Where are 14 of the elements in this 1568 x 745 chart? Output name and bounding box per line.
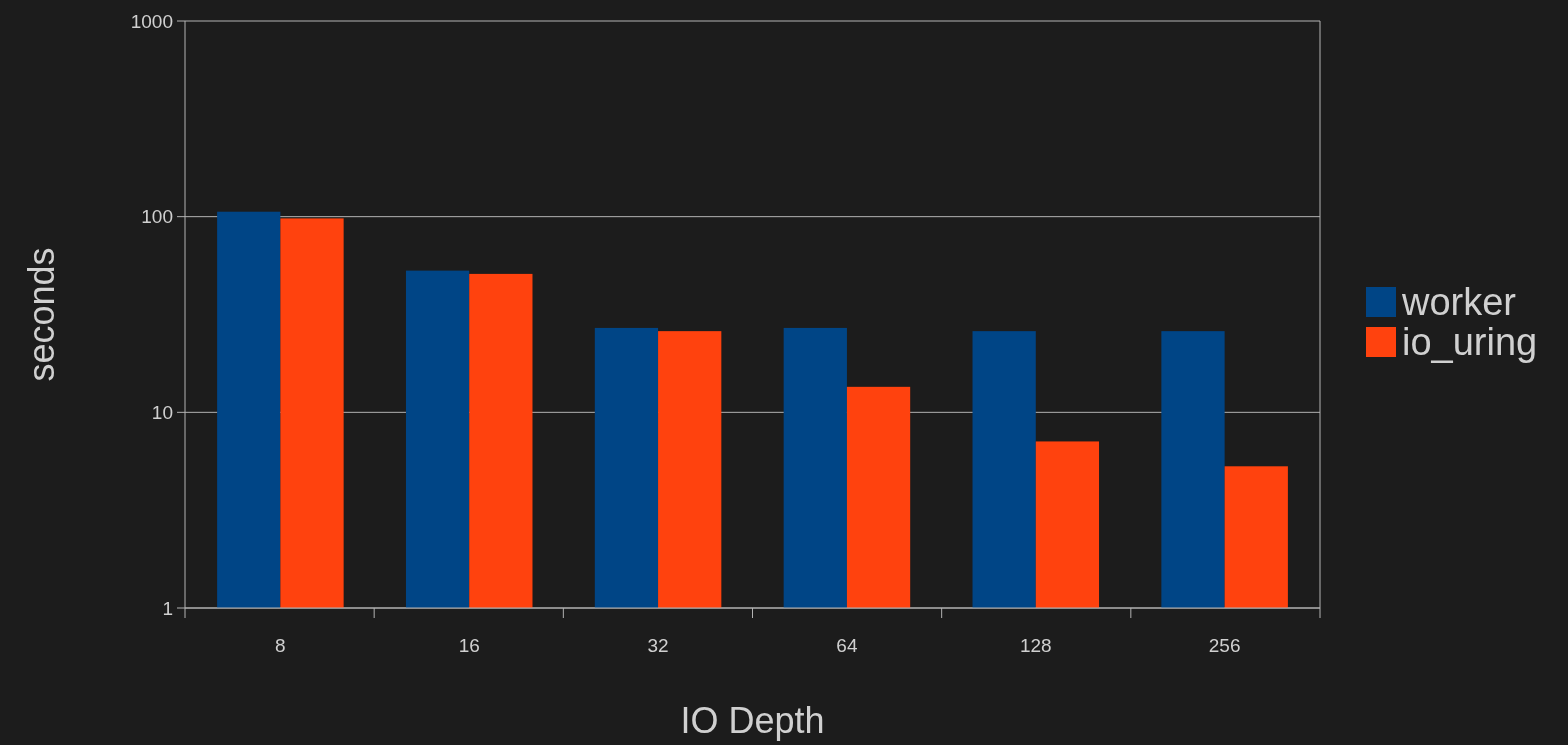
x-tick-label: 8 — [275, 635, 286, 656]
x-tick-label: 32 — [647, 635, 669, 656]
x-tick-label: 256 — [1208, 635, 1241, 656]
x-tick-label: 16 — [458, 635, 480, 656]
legend-label: worker — [1401, 281, 1517, 324]
legend-label: io_uring — [1402, 321, 1538, 364]
y-tick-label: 1000 — [130, 10, 173, 32]
y-tick-label: 1 — [162, 597, 173, 619]
y-tick-label: 10 — [151, 401, 173, 423]
x-tick-label: 128 — [1019, 635, 1052, 656]
y-tick-label: 100 — [141, 206, 173, 228]
y-axis-title: seconds — [21, 247, 62, 382]
x-axis-title: IO Depth — [680, 700, 825, 741]
x-tick-label: 64 — [836, 635, 858, 656]
